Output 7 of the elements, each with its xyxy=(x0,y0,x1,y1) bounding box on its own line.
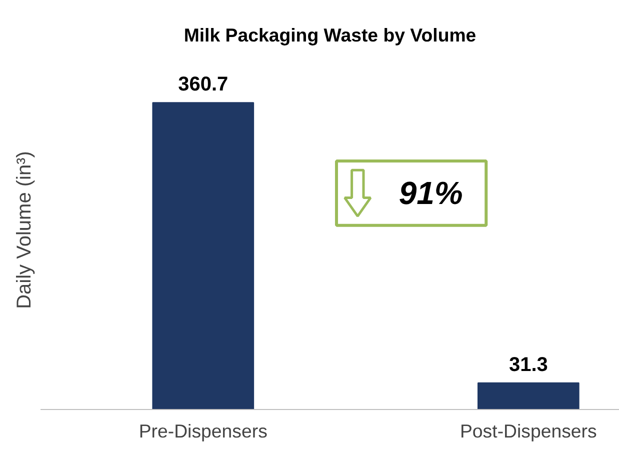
annotation: 91% xyxy=(398,175,463,212)
x-tick-label: Post-Dispensers xyxy=(460,420,597,442)
y-axis-title: Daily Volume (in³) xyxy=(14,151,36,309)
data-label: 360.7 xyxy=(178,74,228,96)
x-tick-label: Pre-Dispensers xyxy=(138,420,268,442)
data-label: 31.3 xyxy=(508,354,548,376)
chart-title: Milk Packaging Waste by Volume xyxy=(184,24,476,46)
